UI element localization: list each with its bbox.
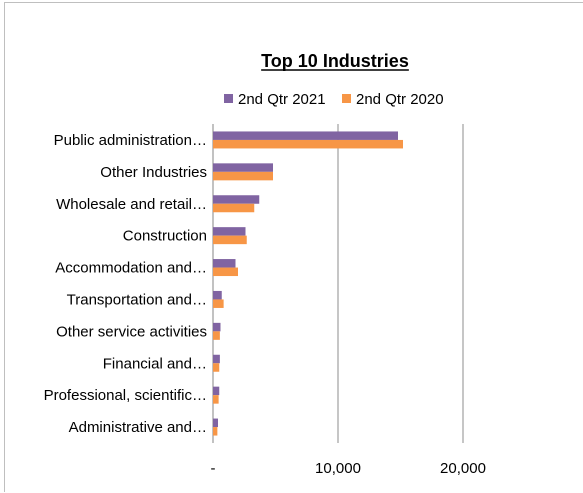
bar-q2-2020 <box>213 235 247 245</box>
chart-area: Top 10 Industries 2nd Qtr 2021 2nd Qtr 20… <box>4 2 583 492</box>
x-tick-label: - <box>211 460 216 477</box>
category-label: Wholesale and retail… <box>56 196 207 213</box>
bar-q2-2021 <box>213 290 222 300</box>
bar-q2-2020 <box>213 427 218 436</box>
bar-q2-2021 <box>213 354 220 364</box>
bar-q2-2020 <box>213 331 220 340</box>
bar-q2-2020 <box>213 267 238 277</box>
bar-q2-2020 <box>213 171 273 181</box>
bar-q2-2020 <box>213 299 224 308</box>
legend: 2nd Qtr 2021 2nd Qtr 2020 <box>224 91 444 108</box>
chart-title: Top 10 Industries <box>261 51 409 71</box>
bar-q2-2021 <box>213 195 260 204</box>
category-label: Administrative and… <box>69 419 207 436</box>
bar-q2-2021 <box>213 259 236 268</box>
legend-swatch <box>224 94 233 103</box>
legend-label: 2nd Qtr 2020 <box>356 91 444 108</box>
x-tick-label: 10,000 <box>315 460 361 477</box>
bar-q2-2021 <box>213 386 220 396</box>
bar-q2-2020 <box>213 363 220 372</box>
category-label: Transportation and… <box>67 291 207 308</box>
bar-q2-2021 <box>213 322 221 332</box>
category-label: Financial and… <box>103 355 207 372</box>
category-label: Construction <box>123 228 207 245</box>
x-tick-label: 20,000 <box>440 460 486 477</box>
x-tick-labels: - 10,000 20,000 <box>211 460 486 477</box>
bar-q2-2020 <box>213 395 219 404</box>
legend-swatch <box>342 94 351 103</box>
bar-q2-2021 <box>213 418 218 428</box>
category-labels: Public administration… Other Industries Wh… <box>44 132 207 436</box>
bar-chart: Top 10 Industries 2nd Qtr 2021 2nd Qtr 20… <box>44 51 486 477</box>
category-label: Other Industries <box>100 164 207 181</box>
bar-q2-2020 <box>213 139 403 149</box>
bar-q2-2021 <box>213 163 273 172</box>
category-label: Professional, scientific… <box>44 387 207 404</box>
category-label: Accommodation and… <box>55 260 207 277</box>
bar-q2-2021 <box>213 227 246 236</box>
legend-label: 2nd Qtr 2021 <box>238 91 326 108</box>
bar-q2-2020 <box>213 203 255 213</box>
category-label: Other service activities <box>56 323 207 340</box>
bars <box>213 131 403 436</box>
bar-q2-2021 <box>213 131 398 140</box>
category-label: Public administration… <box>54 132 207 149</box>
